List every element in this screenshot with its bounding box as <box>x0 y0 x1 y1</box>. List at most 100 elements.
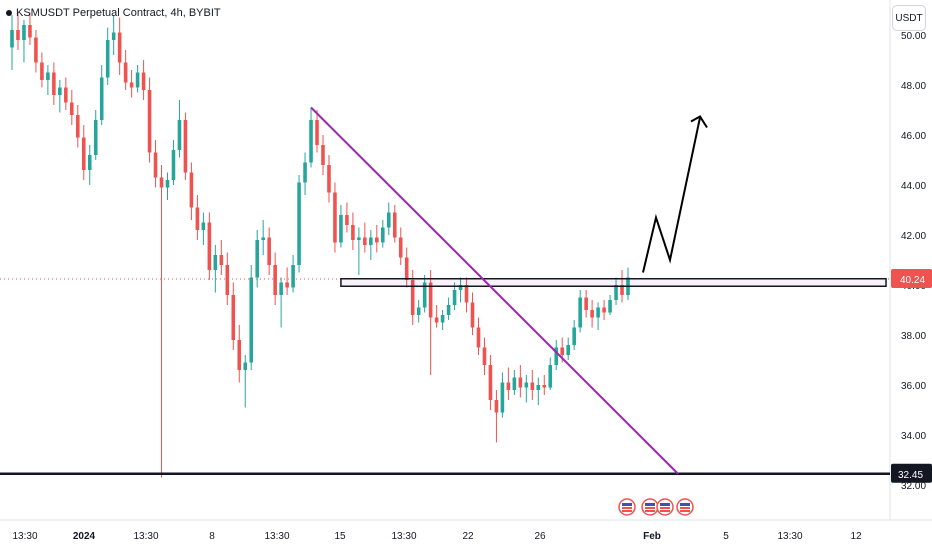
candle-body <box>40 62 44 80</box>
candle-body <box>28 25 32 38</box>
trendline <box>310 106 679 475</box>
candle-body <box>52 72 56 95</box>
support-price-tag <box>891 463 932 483</box>
candle-body <box>494 400 499 413</box>
candle-body <box>392 212 397 238</box>
candle-body <box>111 32 116 40</box>
candle-body <box>458 285 463 290</box>
candle-body <box>452 290 457 305</box>
candle-body <box>345 215 349 225</box>
candle-body <box>351 225 355 240</box>
flag-stripe <box>660 507 670 509</box>
y-tick-label: 44.00 <box>901 181 926 192</box>
x-tick-label: 13:30 <box>264 531 289 542</box>
candle-body <box>381 227 385 243</box>
currency-button[interactable]: USDT <box>892 5 926 31</box>
candle-body <box>219 255 224 265</box>
candle-body <box>189 172 194 208</box>
candle-body <box>81 137 86 170</box>
candle-body <box>279 282 283 295</box>
candle-body <box>105 40 110 78</box>
y-tick-label: 42.00 <box>901 231 926 242</box>
y-tick-label: 46.00 <box>901 131 926 142</box>
candle-body <box>267 237 271 265</box>
candle-body <box>536 385 541 390</box>
x-tick-label: 13:30 <box>12 531 37 542</box>
candle-body <box>303 162 307 183</box>
x-tick-label: 13:30 <box>133 531 158 542</box>
candle-body <box>243 362 248 370</box>
y-tick-label: 36.00 <box>901 381 926 392</box>
flag-stripe <box>680 507 690 509</box>
candle-body <box>231 295 236 340</box>
candle-body <box>572 327 576 345</box>
flag-stripe <box>645 503 655 506</box>
symbol-title: KSMUSDT Perpetual Contract, 4h, BYBIT <box>6 7 221 19</box>
candle-body <box>177 120 182 150</box>
y-tick-label: 38.00 <box>901 331 926 342</box>
x-tick-label: 13:30 <box>777 531 802 542</box>
resistance-zone <box>340 278 887 287</box>
candle-body <box>87 155 92 170</box>
candle-body <box>614 285 618 300</box>
candle-body <box>123 62 128 83</box>
candle-body <box>596 307 600 318</box>
candle-body <box>512 377 517 390</box>
candle-body <box>34 37 38 63</box>
candle-body <box>446 305 451 315</box>
projection-path <box>642 117 701 273</box>
flag-stripe <box>660 510 670 512</box>
candle-body <box>237 340 242 370</box>
candle-body <box>500 382 505 413</box>
candle-body <box>434 317 439 323</box>
flag-stripe <box>622 510 632 512</box>
y-tick-label: 48.00 <box>901 81 926 92</box>
candle-body <box>183 120 188 173</box>
candle-body <box>440 315 445 323</box>
x-tick-label: 26 <box>534 531 546 542</box>
x-tick-label: 15 <box>334 531 346 542</box>
candle-body <box>99 77 104 120</box>
support-price-label: 32.45 <box>898 470 923 481</box>
candle-body <box>261 237 265 240</box>
y-tick-label: 50.00 <box>901 31 926 42</box>
candle-body <box>566 345 570 355</box>
candle-body <box>153 152 158 178</box>
candle-body <box>321 145 325 165</box>
candle-body <box>70 102 74 115</box>
candle-body <box>159 177 164 188</box>
current-price-label: 40.24 <box>900 275 925 286</box>
candle-body <box>135 72 140 88</box>
candle-body <box>117 32 122 63</box>
candle-body <box>58 87 62 95</box>
candle-body <box>620 285 624 295</box>
flag-stripe <box>622 507 632 509</box>
candle-body <box>10 30 14 48</box>
candle-body <box>416 307 421 315</box>
flag-stripe <box>622 503 632 506</box>
candle-body <box>195 207 200 230</box>
candle-body <box>16 30 20 40</box>
status-dot-icon <box>6 10 12 17</box>
candle-body <box>422 282 427 308</box>
candle-body <box>64 87 68 103</box>
candle-body <box>578 297 582 328</box>
x-tick-label: 12 <box>850 531 862 542</box>
candle-body <box>213 255 218 270</box>
candle-body <box>608 300 612 313</box>
candle-body <box>410 280 415 315</box>
candle-body <box>464 285 469 303</box>
candle-body <box>530 382 535 390</box>
x-tick-label: 2024 <box>73 531 96 542</box>
candle-body <box>404 257 409 280</box>
candle-body <box>22 25 26 40</box>
candle-body <box>518 377 523 388</box>
candle-body <box>488 365 493 400</box>
candle-body <box>93 120 98 155</box>
candle-body <box>386 212 391 228</box>
candle-body <box>273 265 277 295</box>
candle-body <box>75 115 80 138</box>
candle-body <box>315 120 319 145</box>
projection-arrowhead-icon <box>690 115 708 129</box>
